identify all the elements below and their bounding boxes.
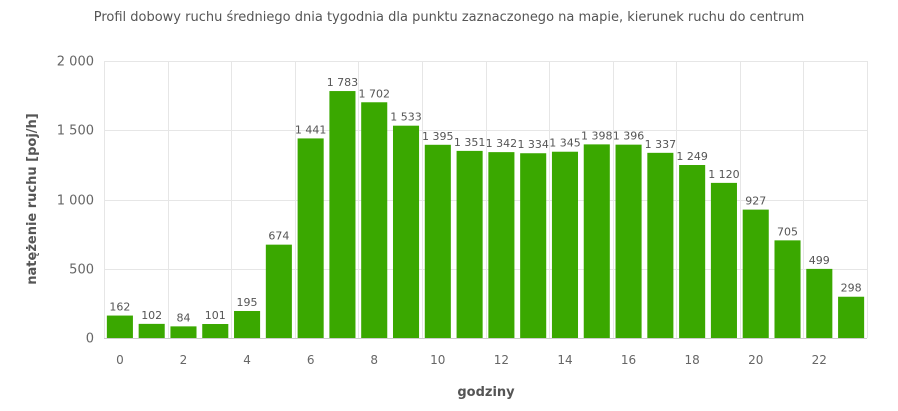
data-label: 1 533 <box>390 111 422 124</box>
x-tick-label: 8 <box>370 353 378 367</box>
bar-hour-2[interactable] <box>170 326 197 338</box>
data-label: 1 398 <box>581 129 613 142</box>
bar-hour-22[interactable] <box>806 268 833 338</box>
data-label: 1 342 <box>486 137 518 150</box>
x-tick-label: 4 <box>243 353 251 367</box>
bar-hour-17[interactable] <box>647 152 674 338</box>
bar-hour-23[interactable] <box>838 296 865 338</box>
x-tick-label: 22 <box>812 353 827 367</box>
data-label: 1 441 <box>295 123 327 136</box>
data-label: 1 334 <box>517 138 549 151</box>
data-label: 1 702 <box>358 87 390 100</box>
y-tick-label: 2 000 <box>57 55 94 70</box>
x-tick-label: 20 <box>748 353 763 367</box>
data-label: 162 <box>109 301 130 314</box>
bar-hour-1[interactable] <box>138 323 165 338</box>
bar-hour-16[interactable] <box>615 144 642 338</box>
bars-layer <box>106 91 865 339</box>
bar-hour-11[interactable] <box>456 150 483 338</box>
data-label: 499 <box>809 254 830 267</box>
bar-hour-6[interactable] <box>297 138 324 338</box>
y-tick-label: 1 000 <box>57 194 94 209</box>
data-label: 1 396 <box>613 130 645 143</box>
grid-layer <box>104 61 868 339</box>
data-label: 101 <box>205 309 226 322</box>
bar-hour-5[interactable] <box>265 244 292 338</box>
data-label: 195 <box>237 296 258 309</box>
data-label: 1 345 <box>549 137 581 150</box>
bar-hour-10[interactable] <box>424 144 451 338</box>
data-label: 1 395 <box>422 130 454 143</box>
x-axis-title: godziny <box>457 385 515 400</box>
x-tick-label: 2 <box>180 353 188 367</box>
data-label: 102 <box>141 309 162 322</box>
y-tick-label: 0 <box>86 332 94 347</box>
bar-hour-3[interactable] <box>202 324 229 338</box>
data-label: 1 351 <box>454 136 486 149</box>
bar-hour-12[interactable] <box>488 152 515 338</box>
data-label: 674 <box>268 230 289 243</box>
y-tick-label: 1 500 <box>57 124 94 139</box>
data-label: 1 337 <box>645 138 677 151</box>
bar-hour-18[interactable] <box>679 165 706 338</box>
y-tick-label: 500 <box>69 263 94 278</box>
x-tick-label: 16 <box>621 353 636 367</box>
data-label: 927 <box>745 195 766 208</box>
data-label: 1 783 <box>327 76 359 89</box>
x-tick-label: 0 <box>116 353 124 367</box>
data-label: 298 <box>841 282 862 295</box>
bar-hour-8[interactable] <box>361 102 388 339</box>
data-label: 705 <box>777 225 798 238</box>
data-label: 84 <box>176 311 190 324</box>
data-label: 1 120 <box>708 168 740 181</box>
bar-hour-0[interactable] <box>106 315 133 338</box>
bar-hour-21[interactable] <box>774 240 801 338</box>
x-tick-label: 12 <box>494 353 509 367</box>
x-tick-label: 6 <box>307 353 315 367</box>
x-tick-label: 18 <box>685 353 700 367</box>
bar-hour-14[interactable] <box>551 151 579 338</box>
bar-hour-4[interactable] <box>234 310 261 338</box>
bar-hour-19[interactable] <box>710 182 737 338</box>
data-label: 1 249 <box>676 150 708 163</box>
chart-title: Profil dobowy ruchu średniego dnia tygod… <box>94 10 805 25</box>
bar-hour-13[interactable] <box>520 153 547 338</box>
x-tick-label: 14 <box>557 353 572 367</box>
x-tick-label: 10 <box>430 353 445 367</box>
bar-hour-7[interactable] <box>329 91 356 338</box>
bar-hour-15[interactable] <box>583 144 610 338</box>
bar-hour-20[interactable] <box>742 209 769 338</box>
y-axis-title: natężenie ruchu [poj/h] <box>25 113 40 284</box>
y-axis: 0 500 1 000 1 500 2 000 <box>57 55 94 347</box>
bar-hour-9[interactable] <box>392 125 420 339</box>
x-axis: 0 2 4 6 8 10 12 14 16 18 20 22 <box>116 353 827 367</box>
